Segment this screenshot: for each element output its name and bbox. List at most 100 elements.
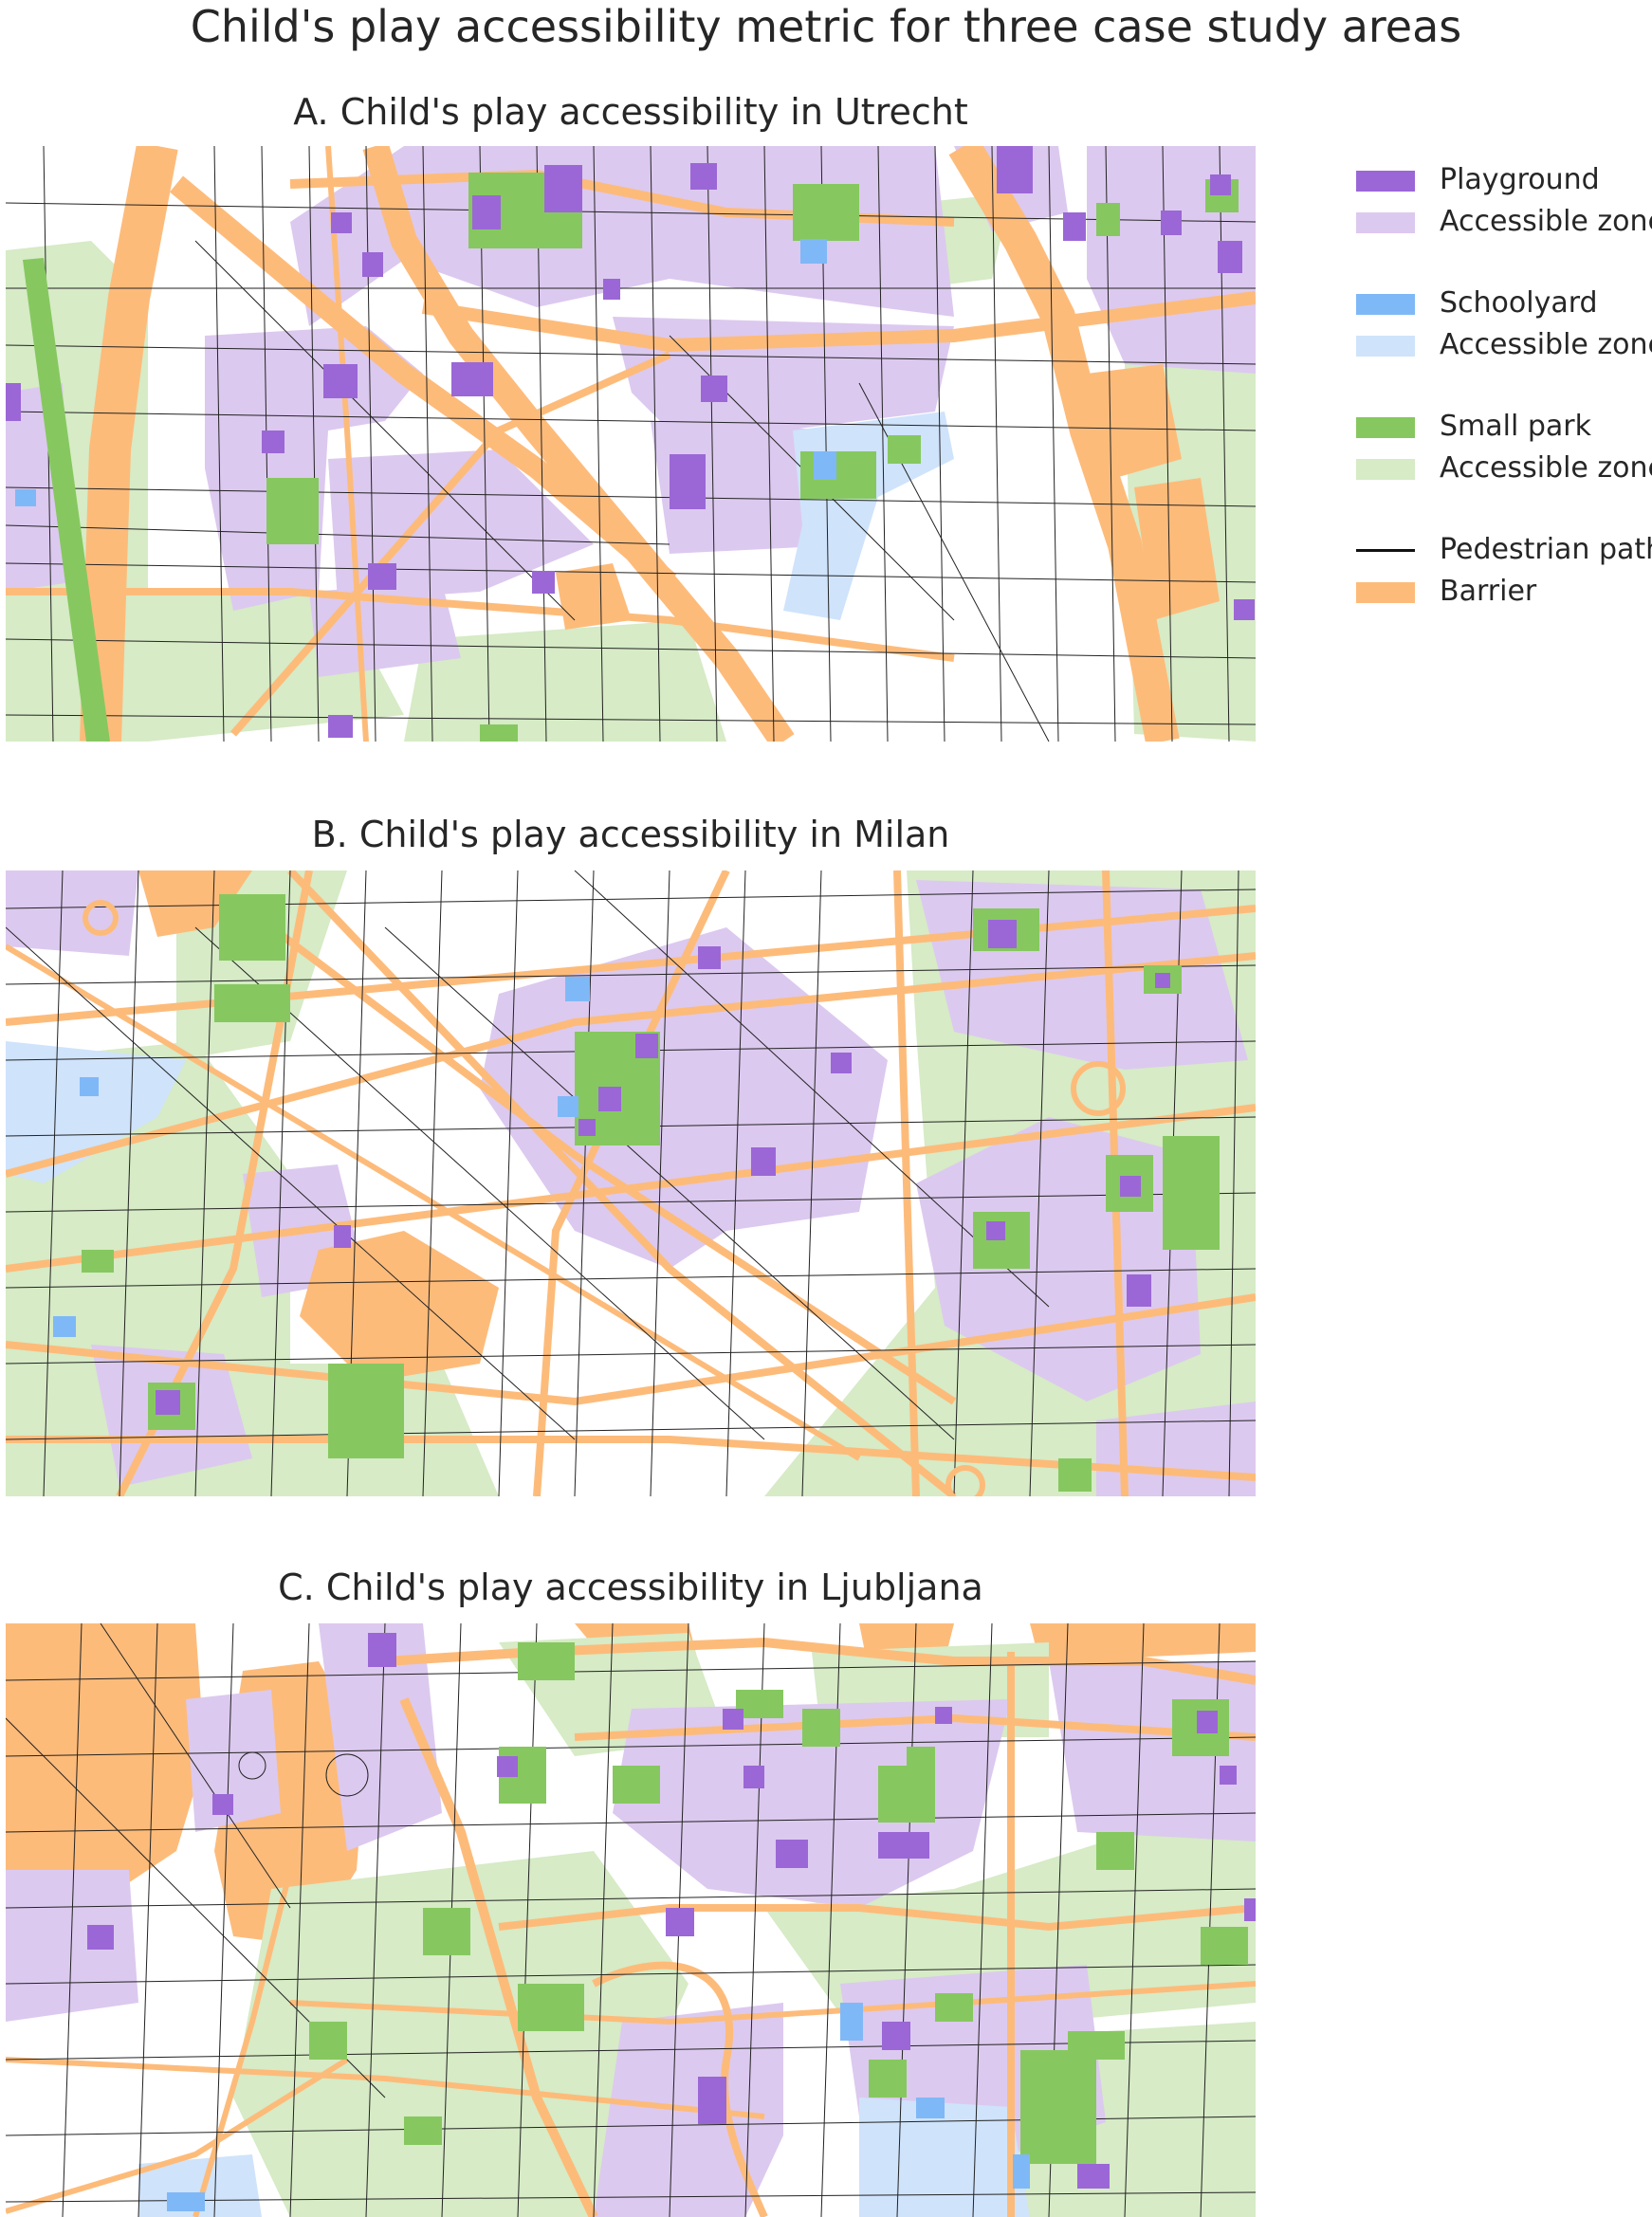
panel-title-milan: B. Child's play accessibility in Milan — [311, 814, 950, 855]
barrier — [6, 944, 861, 1461]
barrier-area — [556, 563, 632, 630]
barrier — [193, 870, 957, 1405]
legend-item-schoolyard: Schoolyard — [1356, 284, 1652, 326]
legend-label: Barrier — [1440, 575, 1537, 608]
schoolyard — [1013, 2154, 1030, 2189]
barrier — [498, 1904, 1256, 1932]
playground — [751, 1147, 776, 1176]
playground — [451, 362, 493, 396]
park — [888, 435, 921, 464]
schoolyard — [558, 1096, 578, 1117]
barrier-area — [1134, 478, 1220, 620]
playground — [1220, 1766, 1237, 1785]
playground — [6, 383, 21, 421]
playgrounds — [6, 146, 1255, 738]
park — [793, 184, 859, 241]
barrier — [289, 1981, 1256, 2025]
park — [309, 2022, 347, 2060]
barrier — [325, 146, 369, 742]
playground — [598, 1087, 621, 1111]
schoolyard — [814, 451, 836, 480]
barrier — [362, 146, 795, 742]
schoolyard-zone — [783, 412, 954, 620]
playground — [701, 376, 727, 402]
playground — [328, 715, 353, 738]
playground — [1077, 2164, 1110, 2189]
legend-line-pedestrian-path — [1356, 549, 1415, 552]
playground — [156, 1390, 180, 1415]
barrier — [6, 588, 955, 662]
schoolyard — [916, 2098, 945, 2118]
park — [800, 451, 876, 499]
schoolyard — [840, 2003, 863, 2041]
playground — [331, 212, 352, 233]
playground — [743, 1766, 764, 1788]
park — [480, 724, 518, 742]
schoolyard-zone — [859, 2098, 1030, 2217]
playground — [532, 571, 555, 594]
legend-label: Small park — [1440, 410, 1591, 443]
park — [907, 1747, 935, 1794]
playground — [1120, 1176, 1141, 1197]
playground — [323, 364, 358, 398]
schoolyard-zones — [6, 1041, 186, 1183]
park — [518, 1642, 575, 1680]
legend-swatch-schoolyard-zone — [1356, 336, 1415, 357]
playground — [1155, 973, 1170, 988]
playground — [368, 563, 396, 590]
legend-item-playground-zone: Accessible zone — [1356, 203, 1652, 245]
playground — [690, 163, 717, 190]
park — [1096, 203, 1120, 236]
playground — [1063, 212, 1086, 241]
park — [736, 1690, 783, 1718]
playground — [334, 1225, 351, 1248]
map-utrecht[interactable] — [6, 146, 1256, 742]
barrier-area — [300, 1231, 499, 1383]
legend-label: Pedestrian path — [1440, 533, 1652, 566]
playground — [1127, 1274, 1151, 1307]
legend-label: Schoolyard — [1440, 286, 1598, 320]
roundabout — [945, 1465, 985, 1496]
park — [423, 1908, 470, 1955]
playground — [831, 1053, 852, 1073]
playground — [1161, 211, 1182, 235]
pedestrian-paths — [6, 870, 1256, 1496]
map-milan[interactable] — [6, 870, 1256, 1496]
playground — [882, 2022, 910, 2050]
barrier — [6, 2057, 349, 2214]
legend-item-small-park: Small park — [1356, 408, 1652, 449]
park — [328, 1364, 404, 1458]
park — [613, 1766, 660, 1804]
barrier — [948, 146, 1180, 742]
map-ljubljana[interactable] — [6, 1623, 1256, 2217]
park — [404, 2116, 442, 2145]
park — [214, 984, 290, 1022]
roundabout — [83, 900, 119, 936]
playgrounds — [156, 920, 1170, 1415]
legend-item-playground: Playground — [1356, 161, 1652, 203]
park — [23, 258, 110, 742]
park — [1020, 2050, 1096, 2164]
roundabouts — [83, 900, 1126, 1496]
playground — [472, 195, 501, 229]
barrier — [384, 1637, 1256, 1685]
schoolyard-zones — [138, 2098, 1030, 2217]
playground — [603, 279, 620, 300]
panel-title-ljubljana: C. Child's play accessibility in Ljublja… — [278, 1567, 983, 1608]
schoolyards — [53, 977, 590, 1337]
legend-label: Playground — [1440, 163, 1600, 196]
playground — [1210, 174, 1231, 195]
playground — [635, 1034, 658, 1058]
barrier — [399, 1697, 598, 2217]
map-ljubljana-canvas — [6, 1623, 1256, 2217]
playground — [698, 946, 721, 969]
playground — [723, 1709, 743, 1730]
playground-zone — [186, 1690, 281, 1832]
park — [518, 1984, 584, 2031]
barriers — [6, 870, 1256, 1496]
playground — [362, 252, 383, 277]
playground-zone — [319, 1623, 442, 1851]
barrier — [169, 175, 677, 591]
figure-title: Child's play accessibility metric for th… — [190, 1, 1462, 52]
playground — [670, 454, 706, 509]
